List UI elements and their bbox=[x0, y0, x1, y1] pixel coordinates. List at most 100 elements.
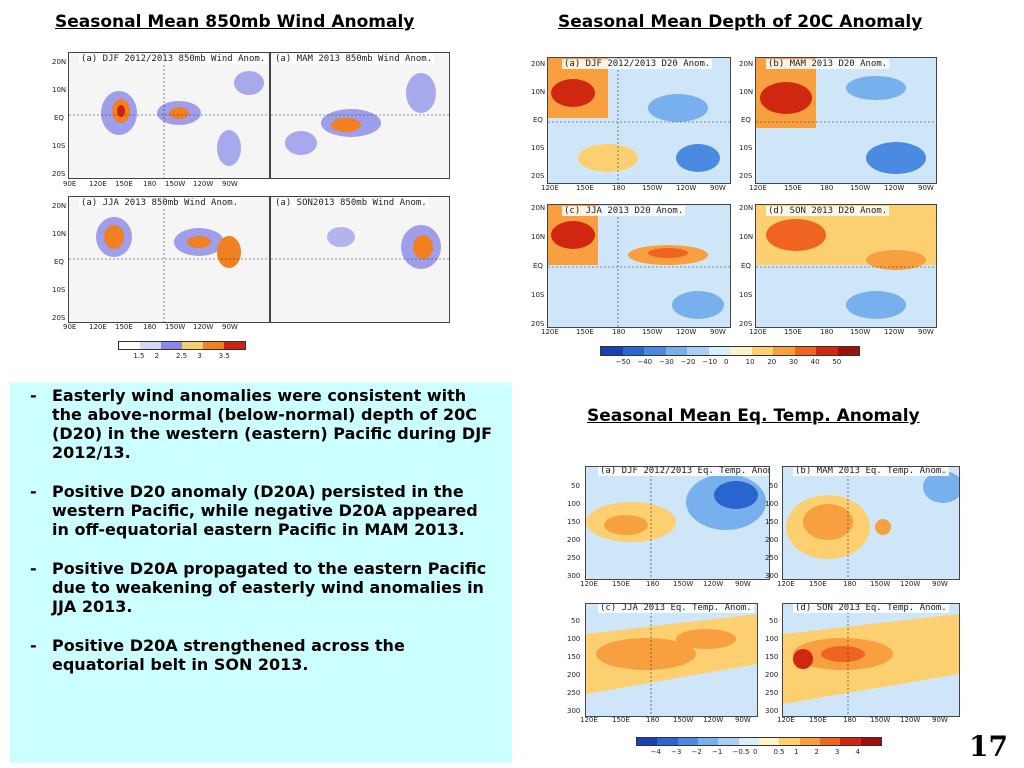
wind-lat-tick: 20S bbox=[52, 314, 66, 322]
depth-panel-jja-label: (c) JJA 2013 D20 Anom. bbox=[562, 206, 686, 216]
wind-lat-tick: EQ bbox=[54, 114, 64, 122]
depth-lat-tick: 10S bbox=[739, 144, 753, 152]
eqtemp-panel-djf: (a) DJF 2012/2013 Eq. Temp. Anom. bbox=[585, 466, 770, 580]
colorbar-swatch bbox=[637, 738, 658, 745]
colorbar-swatch bbox=[751, 347, 773, 355]
depth-lat-tick: 10N bbox=[531, 88, 546, 96]
colorbar-swatch bbox=[794, 347, 816, 355]
colorbar-swatch bbox=[644, 347, 666, 355]
depth-panel-djf: (a) DJF 2012/2013 D20 Anom. bbox=[547, 57, 731, 184]
depth-lon-tick: 120E bbox=[541, 328, 559, 336]
colorbar-swatch bbox=[161, 342, 182, 349]
colorbar-swatch bbox=[773, 347, 795, 355]
bullet-item: - Positive D20A propagated to the easter… bbox=[30, 559, 487, 616]
depth-lon-tick: 180 bbox=[612, 184, 626, 192]
colorbar-swatch bbox=[140, 342, 161, 349]
colorbar-swatch bbox=[119, 342, 140, 349]
temp-lon-tick: 150E bbox=[809, 716, 827, 724]
temp-depth-tick: 300 bbox=[567, 572, 581, 580]
depth-mam-plot bbox=[756, 58, 936, 174]
temp-lon-tick: 150E bbox=[612, 716, 630, 724]
temp-lon-tick: 90W bbox=[932, 580, 948, 588]
colorbar-label: 1 bbox=[794, 748, 799, 756]
temp-depth-tick: 50 bbox=[571, 617, 580, 625]
eqtemp-colorbar bbox=[636, 737, 882, 746]
depth-lat-tick: 20N bbox=[739, 204, 754, 212]
colorbar-swatch bbox=[816, 347, 838, 355]
eqtemp-son-plot bbox=[783, 604, 959, 716]
wind-lon-tick: 150E bbox=[115, 323, 133, 331]
temp-depth-tick: 300 bbox=[765, 707, 779, 715]
temp-lon-tick: 180 bbox=[843, 580, 857, 588]
wind-panel-mam-label: (a) MAM 2013 850mb Wind Anom. bbox=[273, 54, 435, 64]
depth-lon-tick: 150E bbox=[576, 184, 594, 192]
colorbar-swatch bbox=[224, 342, 245, 349]
bullet-item: - Positive D20A strengthened across the … bbox=[30, 636, 405, 674]
colorbar-swatch bbox=[758, 738, 780, 745]
wind-panel-son-label: (a) SON2013 850mb Wind Anom. bbox=[273, 198, 429, 208]
eqtemp-panel-mam: (b) MAM 2013 Eq. Temp. Anom. bbox=[782, 466, 960, 580]
wind-lon-tick: 120E bbox=[89, 323, 107, 331]
depth-lon-tick: 90W bbox=[918, 328, 934, 336]
depth-panel-son: (d) SON 2013 D20 Anom. bbox=[755, 204, 937, 328]
colorbar-swatch bbox=[697, 738, 719, 745]
colorbar-label: 2 bbox=[814, 748, 819, 756]
depth-lat-tick: 10N bbox=[531, 233, 546, 241]
depth-lon-tick: 150E bbox=[784, 184, 802, 192]
temp-depth-tick: 50 bbox=[571, 482, 580, 490]
temp-depth-tick: 100 bbox=[567, 500, 581, 508]
colorbar-label: −1 bbox=[712, 748, 723, 756]
temp-depth-tick: 200 bbox=[567, 536, 581, 544]
temp-lon-tick: 120W bbox=[900, 580, 921, 588]
colorbar-label: 3 bbox=[835, 748, 840, 756]
temp-depth-tick: 50 bbox=[769, 482, 778, 490]
temp-depth-tick: 250 bbox=[765, 554, 779, 562]
temp-depth-tick: 200 bbox=[765, 536, 779, 544]
depth-lat-tick: 20N bbox=[531, 60, 546, 68]
wind-lat-tick: 10N bbox=[52, 230, 67, 238]
depth-lon-tick: 150E bbox=[576, 328, 594, 336]
depth-son-plot bbox=[756, 205, 936, 319]
wind-lat-tick: 10S bbox=[52, 286, 66, 294]
colorbar-label: −4 bbox=[650, 748, 661, 756]
colorbar-label: 0.5 bbox=[773, 748, 785, 756]
depth-lat-tick: 20S bbox=[739, 320, 753, 328]
temp-depth-tick: 150 bbox=[567, 653, 581, 661]
wind-lon-tick: 120W bbox=[193, 323, 214, 331]
wind-panel-djf-label: (a) DJF 2012/2013 850mb Wind Anom. bbox=[79, 54, 268, 64]
wind-panel-jja-label: (a) JJA 2013 850mb Wind Anom. bbox=[79, 198, 241, 208]
eqtemp-djf-plot bbox=[586, 467, 766, 579]
depth-panel-son-label: (d) SON 2013 D20 Anom. bbox=[766, 206, 890, 216]
eqtemp-mam-plot bbox=[786, 467, 959, 579]
colorbar-label: −30 bbox=[659, 358, 674, 366]
depth-colorbar bbox=[600, 346, 860, 356]
colorbar-label: 3.5 bbox=[218, 352, 230, 360]
temp-depth-tick: 150 bbox=[765, 653, 779, 661]
colorbar-label: 1.5 bbox=[133, 352, 145, 360]
colorbar-swatch bbox=[799, 738, 820, 745]
colorbar-swatch bbox=[601, 347, 623, 355]
temp-lon-tick: 120E bbox=[777, 580, 795, 588]
temp-lon-tick: 150W bbox=[870, 716, 891, 724]
bullet-item: - Positive D20 anomaly (D20A) persisted … bbox=[30, 482, 478, 539]
eqtemp-panel-djf-label: (a) DJF 2012/2013 Eq. Temp. Anom. bbox=[598, 467, 769, 476]
temp-depth-tick: 150 bbox=[567, 518, 581, 526]
temp-depth-tick: 200 bbox=[567, 671, 581, 679]
temp-lon-tick: 90W bbox=[932, 716, 948, 724]
depth-lat-tick: 10N bbox=[739, 88, 754, 96]
colorbar-swatch bbox=[657, 738, 678, 745]
temp-lon-tick: 120W bbox=[703, 716, 724, 724]
depth-lat-tick: EQ bbox=[533, 116, 543, 124]
eqtemp-panel-jja: (c) JJA 2013 Eq. Temp. Anom. bbox=[585, 603, 758, 717]
depth-panel-mam: (b) MAM 2013 D20 Anom. bbox=[755, 57, 937, 184]
colorbar-label: −50 bbox=[615, 358, 631, 366]
temp-depth-tick: 250 bbox=[567, 554, 581, 562]
eq-temp-anomaly-title: Seasonal Mean Eq. Temp. Anomaly bbox=[587, 406, 920, 426]
colorbar-swatch bbox=[622, 347, 644, 355]
temp-lon-tick: 150E bbox=[612, 580, 630, 588]
colorbar-label: 40 bbox=[810, 358, 820, 366]
colorbar-label: −10 bbox=[702, 358, 718, 366]
eqtemp-panel-jja-label: (c) JJA 2013 Eq. Temp. Anom. bbox=[598, 603, 754, 613]
depth-lon-tick: 90W bbox=[710, 328, 726, 336]
temp-lon-tick: 120W bbox=[900, 716, 921, 724]
